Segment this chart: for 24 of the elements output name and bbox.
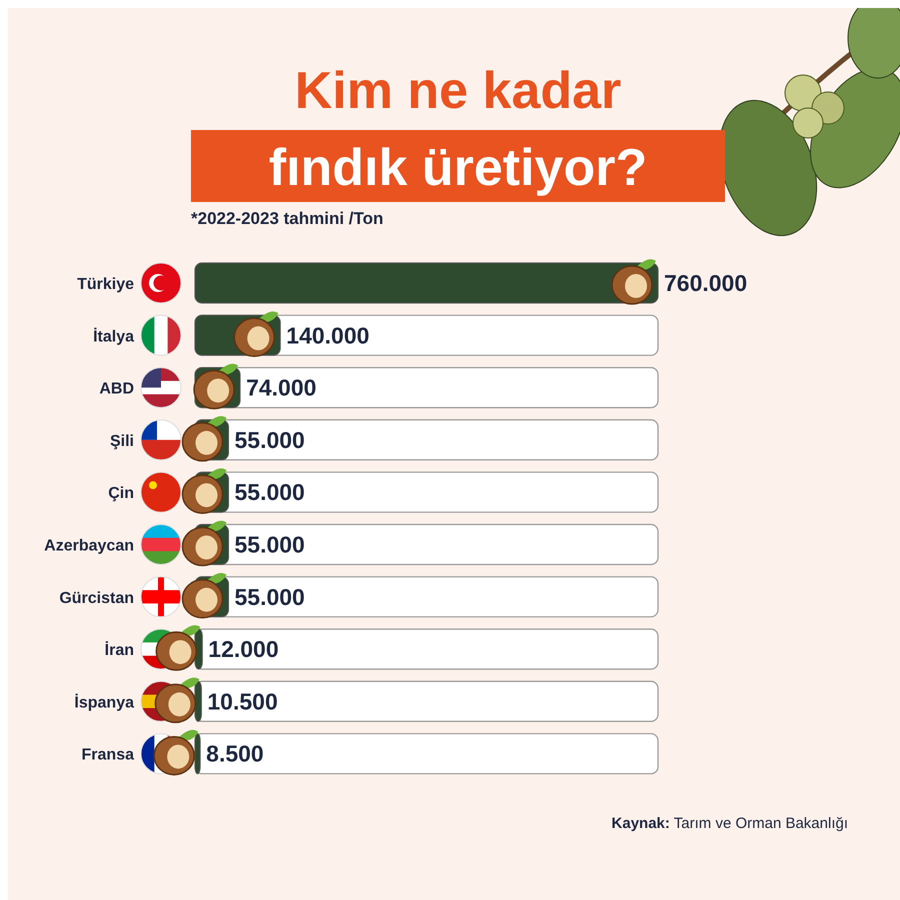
y-tick-label: İtalya [93, 327, 134, 346]
text: Kaynak: Tarım ve Orman Bakanlığı [612, 815, 848, 832]
y-tick-label: Gürcistan [59, 590, 134, 607]
y-tick-label: İran [104, 641, 134, 660]
data-label: 12.000 [208, 636, 279, 662]
chart-subtitle: fındık üretiyor? [268, 139, 648, 197]
y-tick-label: Türkiye [77, 276, 134, 293]
y-tick-label: İspanya [74, 693, 134, 712]
chart-title: Kim ne kadar [294, 62, 622, 120]
y-tick-label: ABD [99, 380, 134, 398]
data-label: 10.500 [207, 688, 278, 714]
data-label: 74.000 [246, 374, 316, 401]
text: *2022-2023 tahmini /Ton [191, 209, 384, 228]
data-label: 8.500 [206, 740, 264, 767]
data-label: 55.000 [234, 479, 305, 506]
data-label: 55.000 [234, 532, 305, 558]
y-tick-label: Çin [108, 485, 134, 502]
data-label: 55.000 [234, 584, 305, 610]
data-label: 140.000 [286, 322, 370, 348]
y-tick-label: Azerbaycan [44, 538, 134, 554]
y-tick-label: Fransa [82, 746, 134, 764]
y-tick-label: Şili [110, 432, 134, 450]
data-label: 760.000 [664, 270, 748, 296]
data-label: 55.000 [234, 426, 305, 453]
